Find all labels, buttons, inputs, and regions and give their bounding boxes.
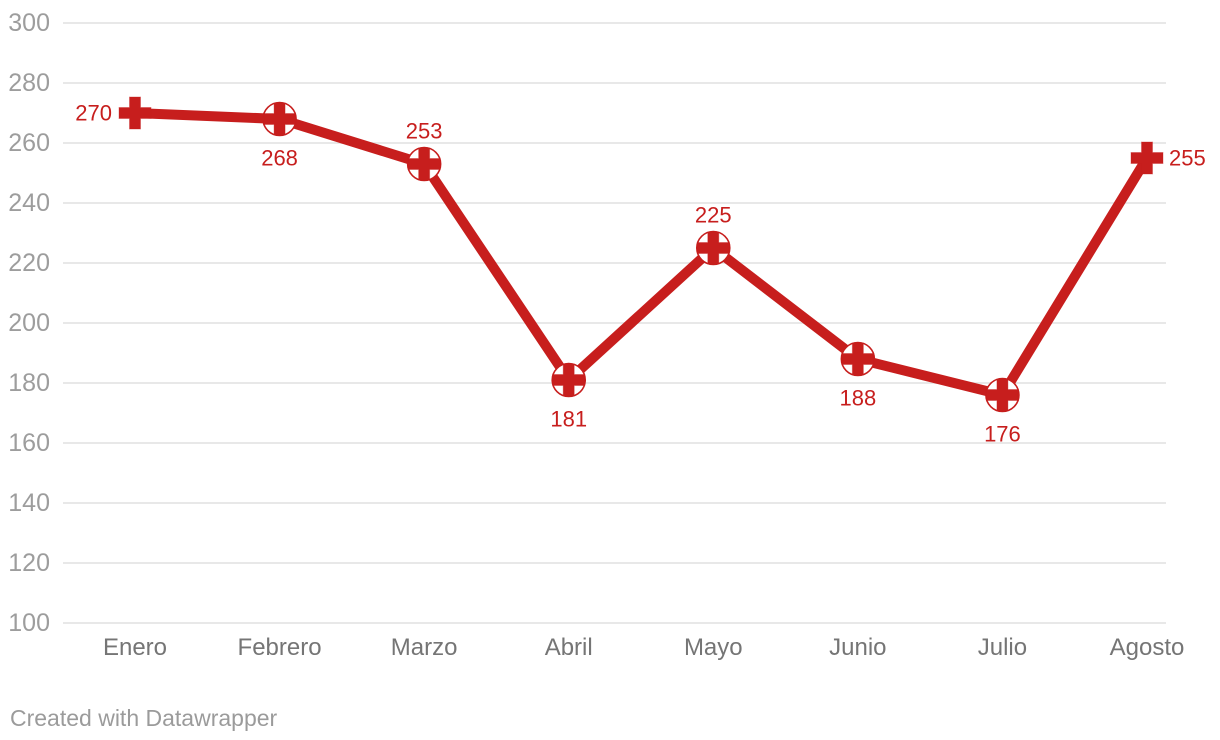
value-label: 270 bbox=[75, 101, 112, 126]
y-tick-label: 200 bbox=[8, 309, 50, 337]
y-tick-label: 160 bbox=[8, 429, 50, 457]
data-point-marker bbox=[263, 102, 297, 136]
y-tick-label: 140 bbox=[8, 489, 50, 517]
datawrapper-credit: Created with Datawrapper bbox=[10, 705, 278, 731]
data-point-marker bbox=[985, 378, 1019, 412]
data-point-marker bbox=[552, 363, 586, 397]
x-tick-label: Mayo bbox=[684, 634, 743, 661]
gridlines-layer bbox=[63, 22, 1166, 624]
x-tick-label: Junio bbox=[829, 634, 886, 661]
value-label: 181 bbox=[550, 407, 587, 432]
value-label: 253 bbox=[406, 119, 443, 144]
data-point-marker bbox=[407, 147, 441, 181]
y-tick-label: 180 bbox=[8, 369, 50, 397]
y-tick-label: 300 bbox=[8, 9, 50, 37]
x-tick-label: Enero bbox=[103, 634, 167, 661]
x-axis-labels: Enero Febrero Marzo Abril Mayo Junio Julio Agos… bbox=[103, 634, 1184, 661]
series-layer bbox=[134, 108, 1152, 401]
x-tick-label: Abril bbox=[545, 634, 593, 661]
x-tick-label: Febrero bbox=[238, 634, 322, 661]
y-axis-labels: 100 120 140 160 180 200 220 240 260 280 300 bbox=[8, 9, 50, 637]
value-label: 255 bbox=[1169, 146, 1206, 171]
value-label: 176 bbox=[984, 422, 1021, 447]
y-tick-label: 280 bbox=[8, 69, 50, 97]
data-point-marker bbox=[118, 96, 152, 130]
y-tick-label: 100 bbox=[8, 609, 50, 637]
y-tick-label: 120 bbox=[8, 549, 50, 577]
x-tick-label: Marzo bbox=[391, 634, 458, 661]
value-label: 225 bbox=[695, 203, 732, 228]
value-labels-layer: 270 268 253 181 225 188 176 255 bbox=[75, 101, 1205, 447]
y-tick-label: 220 bbox=[8, 249, 50, 277]
x-tick-label: Julio bbox=[978, 634, 1027, 661]
y-tick-label: 260 bbox=[8, 129, 50, 157]
data-point-marker bbox=[1130, 141, 1164, 175]
value-label: 268 bbox=[261, 146, 298, 171]
y-tick-label: 240 bbox=[8, 189, 50, 217]
markers-layer bbox=[118, 96, 1164, 413]
value-label: 188 bbox=[839, 386, 876, 411]
data-line bbox=[134, 108, 1152, 401]
data-point-marker bbox=[696, 231, 730, 265]
x-tick-label: Agosto bbox=[1110, 634, 1185, 661]
data-point-marker bbox=[841, 342, 875, 376]
